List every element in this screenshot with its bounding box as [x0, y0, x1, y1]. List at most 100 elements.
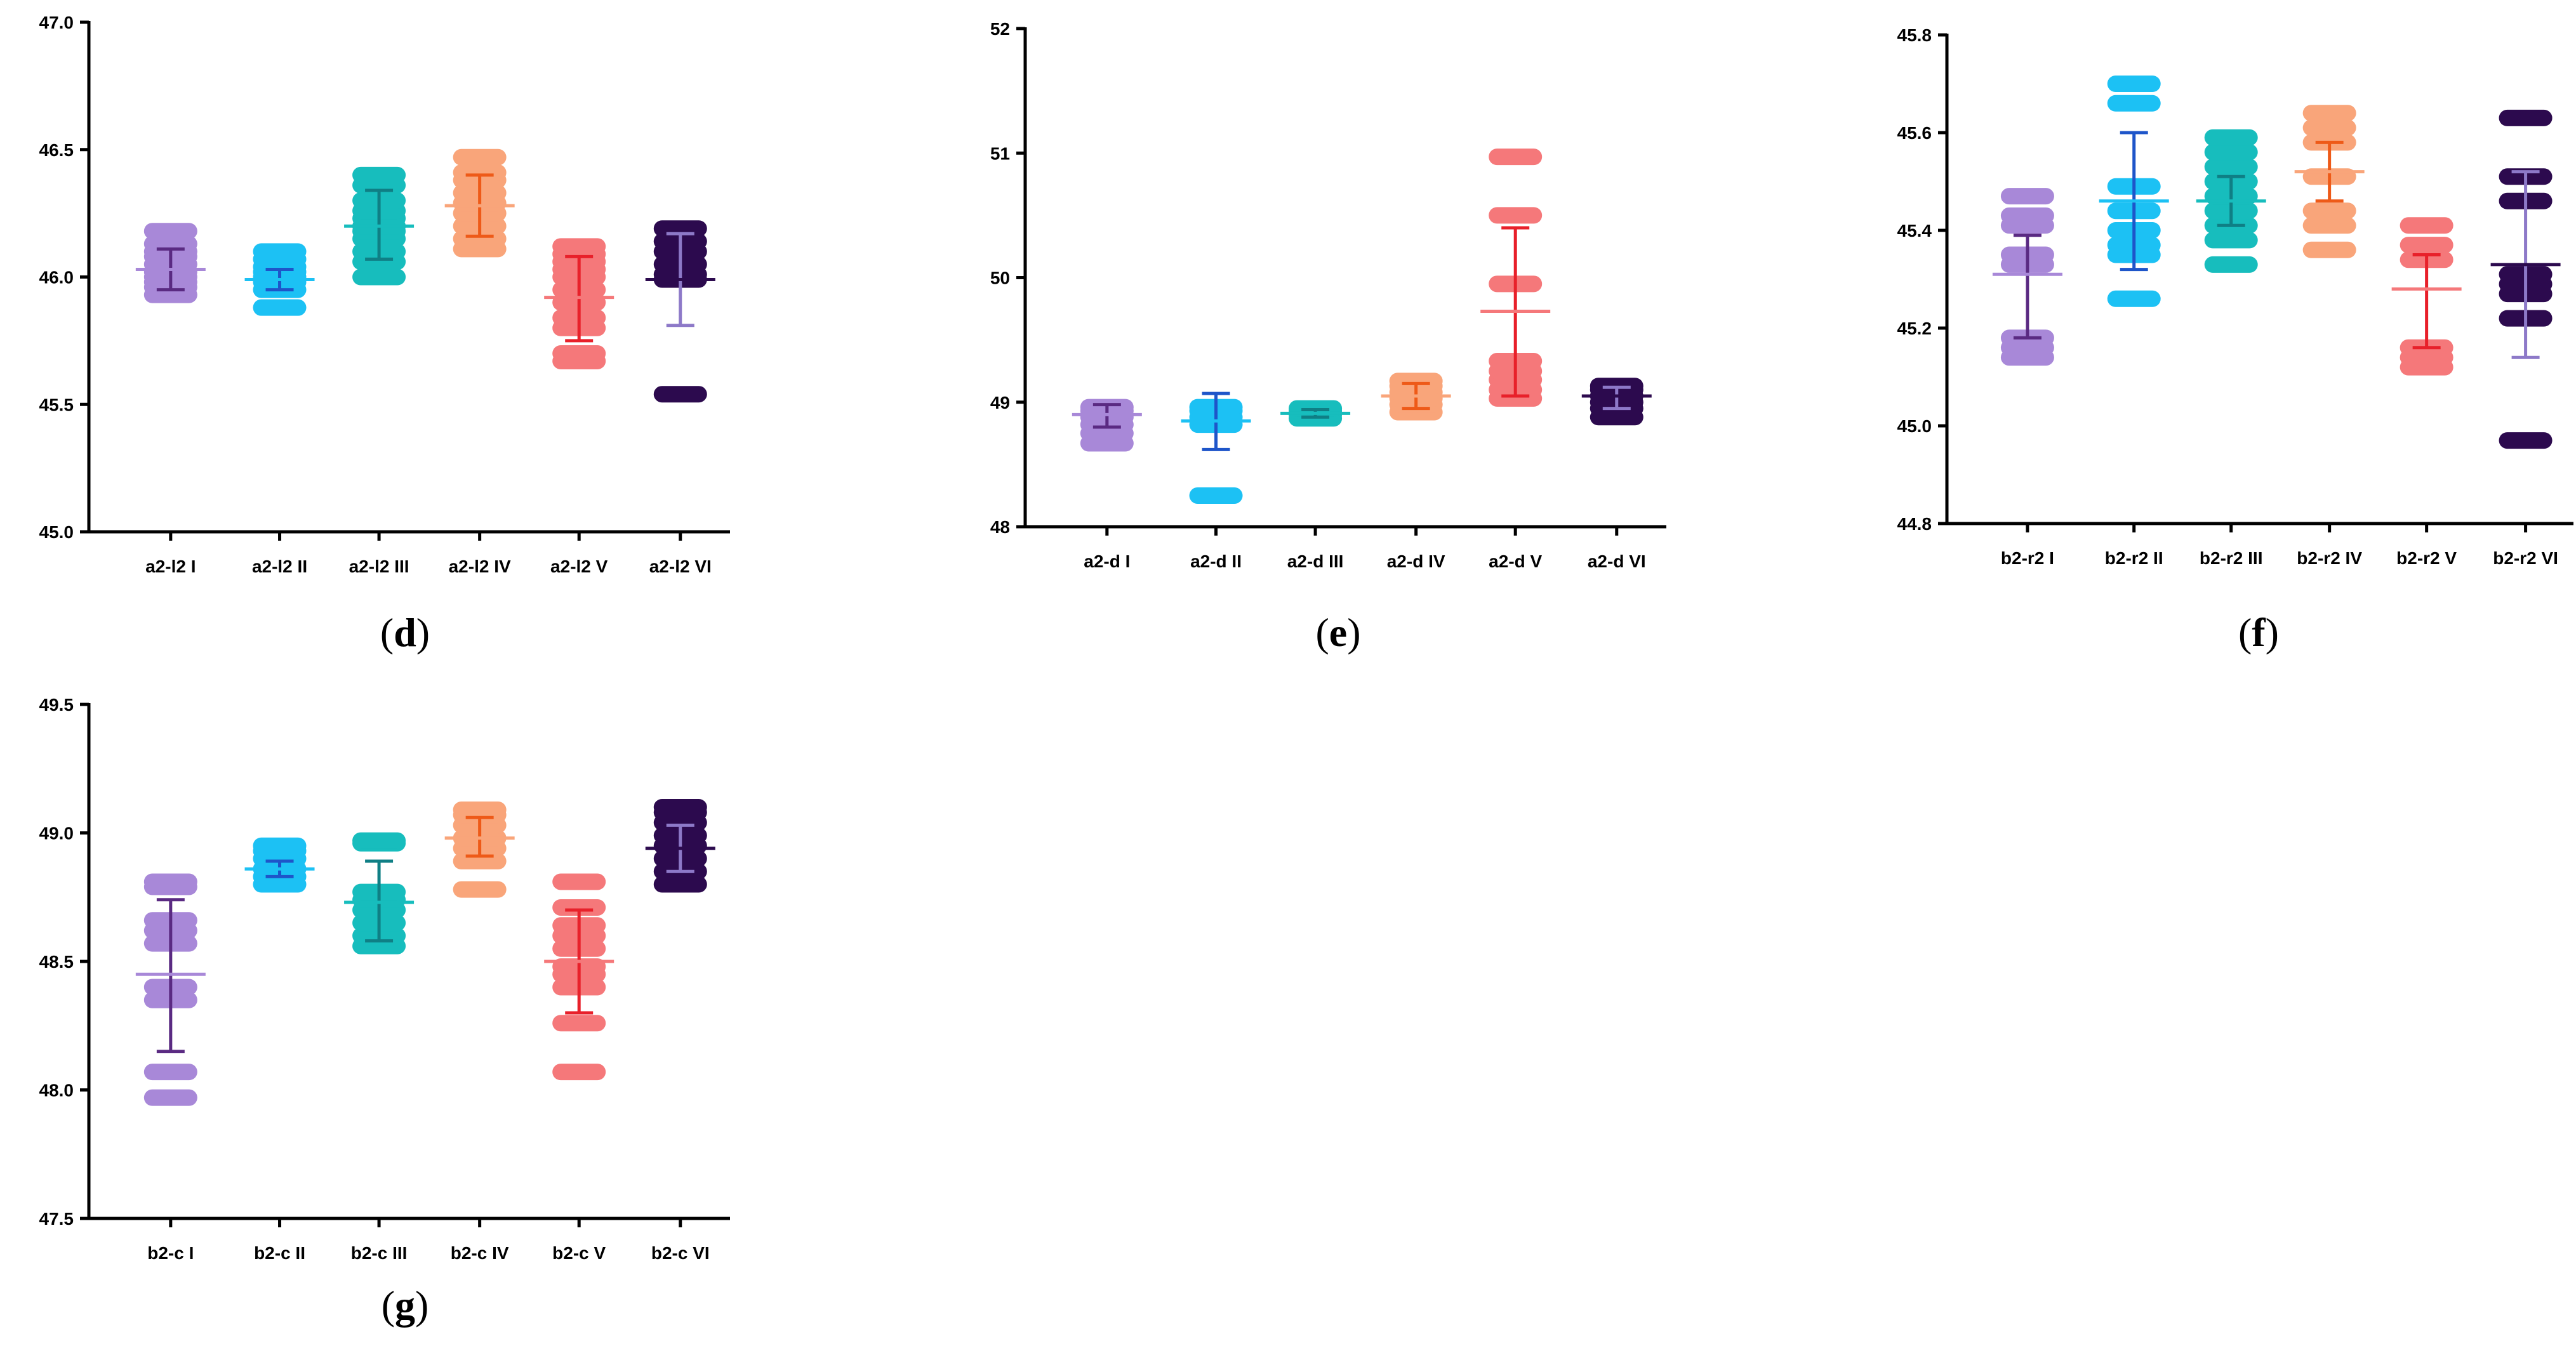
data-point — [453, 802, 507, 819]
data-point — [2499, 109, 2553, 126]
data-point — [2000, 188, 2054, 205]
data-point — [2302, 105, 2356, 122]
y-tick-label: 48.5 — [39, 952, 74, 972]
panel-e: 48 49 50 51 52 a2-d I a2-d II a2-d III a2-d IV a2… — [857, 0, 1714, 673]
data-point — [352, 166, 406, 183]
y-tick-label: 45.2 — [1897, 319, 1932, 338]
data-point — [2302, 119, 2356, 136]
y-tick-label: 44.8 — [1897, 514, 1932, 534]
x-tick-label: b2-c I — [147, 1243, 194, 1263]
x-tick-label: b2-c VI — [651, 1243, 710, 1263]
y-tick-label: 52 — [990, 19, 1010, 39]
data-point — [2302, 217, 2356, 234]
data-point — [2204, 158, 2258, 175]
y-tick-label: 51 — [990, 143, 1010, 163]
data-point — [143, 1064, 197, 1081]
data-point — [2107, 95, 2161, 112]
x-tick-label: b2-c V — [552, 1243, 606, 1263]
panel-label-e: (e) — [1315, 610, 1361, 655]
x-tick-label: a2-d II — [1190, 551, 1242, 571]
panel-d: 45.0 45.5 46.0 46.5 47.0 a2-l2 I a2-l2 II a2-l2… — [0, 0, 857, 673]
data-point — [1489, 148, 1543, 166]
data-point — [2204, 129, 2258, 146]
data-point — [253, 837, 307, 854]
data-point — [2204, 232, 2258, 249]
y-tick-label: 47.5 — [39, 1209, 74, 1229]
data-point — [2107, 290, 2161, 307]
data-point — [552, 1064, 606, 1081]
panel-letter-d: d — [394, 610, 416, 655]
data-point — [552, 873, 606, 890]
data-point — [1189, 487, 1243, 504]
y-tick-label: 48 — [990, 517, 1010, 537]
data-point — [653, 799, 707, 815]
y-tick-label: 46.0 — [39, 268, 74, 287]
data-point — [2204, 256, 2258, 273]
data-point — [2107, 76, 2161, 92]
chart-g: 47.5 48.0 48.5 49.0 49.5 b2-c I b2-c II b2-c II… — [39, 695, 730, 1263]
x-tick-label: b2-r2 I — [2001, 548, 2054, 568]
data-point — [453, 148, 507, 166]
x-tick-label: a2-d I — [1084, 551, 1130, 571]
x-tick-label: a2-d VI — [1588, 551, 1646, 571]
y-tick-label: 49 — [990, 393, 1010, 412]
y-tick-label: 45.4 — [1897, 221, 1932, 241]
panel-label-f: (f) — [2238, 610, 2279, 655]
data-point — [653, 386, 707, 403]
data-point — [1389, 373, 1443, 390]
y-tick-label: 49.5 — [39, 695, 74, 715]
y-tick-label: 45.0 — [1897, 416, 1932, 436]
data-point — [2000, 207, 2054, 224]
panel-letter-g: g — [395, 1283, 415, 1328]
data-point — [1489, 207, 1543, 224]
data-point — [2400, 217, 2453, 234]
y-tick-label: 45.5 — [39, 395, 74, 414]
x-tick-label: b2-c III — [351, 1243, 408, 1263]
y-tick-label: 45.0 — [39, 522, 74, 542]
x-tick-label: a2-l2 I — [145, 557, 196, 576]
data-point — [2302, 202, 2356, 220]
data-point — [2400, 237, 2453, 254]
data-point — [352, 832, 406, 849]
data-point — [552, 345, 606, 362]
data-point — [352, 268, 406, 286]
y-tick-label: 50 — [990, 268, 1010, 288]
data-point — [143, 873, 197, 890]
x-tick-label: b2-r2 VI — [2493, 548, 2558, 568]
data-point — [552, 238, 606, 255]
data-point — [143, 1089, 197, 1106]
x-tick-label: a2-l2 IV — [449, 557, 511, 576]
chart-e: 48 49 50 51 52 a2-d I a2-d II a2-d III a2-d IV a2… — [990, 19, 1666, 571]
x-tick-label: b2-r2 III — [2200, 548, 2263, 568]
panel-f: 44.8 45.0 45.2 45.4 45.6 45.8 b2-r2 I b2-r2 II b… — [1714, 0, 2576, 673]
x-tick-label: a2-d III — [1287, 551, 1344, 571]
panel-label-d: (d) — [380, 610, 430, 655]
x-tick-label: a2-d IV — [1387, 551, 1445, 571]
x-tick-label: a2-l2 III — [349, 557, 409, 576]
data-point — [653, 876, 707, 893]
x-tick-label: a2-l2 II — [252, 557, 307, 576]
chart-d: 45.0 45.5 46.0 46.5 47.0 a2-l2 I a2-l2 II a2-l2… — [39, 13, 730, 576]
data-point — [2499, 432, 2553, 449]
data-point — [143, 223, 197, 240]
y-tick-label: 45.6 — [1897, 123, 1932, 143]
y-tick-label: 49.0 — [39, 824, 74, 843]
chart-f: 44.8 45.0 45.2 45.4 45.6 45.8 b2-r2 I b2-r2 II b… — [1897, 25, 2573, 568]
panel-letter-e: e — [1329, 610, 1348, 655]
x-tick-label: b2-r2 V — [2396, 548, 2457, 568]
panel-g: 47.5 48.0 48.5 49.0 49.5 b2-c I b2-c II b2-c II… — [0, 673, 857, 1346]
data-point — [453, 881, 507, 898]
panel-letter-f: f — [2252, 610, 2266, 655]
x-tick-label: a2-l2 V — [550, 557, 608, 576]
panel-label-g: (g) — [381, 1283, 429, 1328]
data-point — [253, 299, 307, 316]
y-tick-label: 46.5 — [39, 140, 74, 160]
data-point — [552, 1015, 606, 1032]
y-tick-label: 48.0 — [39, 1081, 74, 1100]
x-tick-label: b2-r2 IV — [2297, 548, 2362, 568]
data-point — [253, 243, 307, 260]
data-point — [2204, 143, 2258, 161]
x-tick-label: a2-l2 VI — [649, 557, 712, 576]
data-point — [2302, 241, 2356, 258]
y-tick-label: 45.8 — [1897, 25, 1932, 45]
